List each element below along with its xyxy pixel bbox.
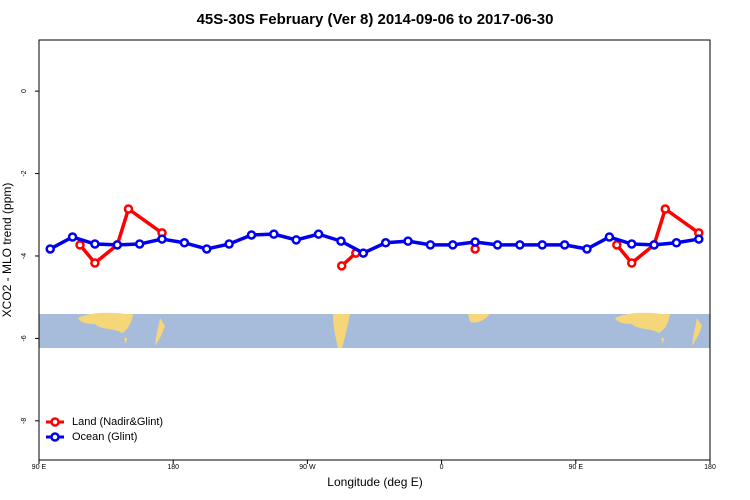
point bbox=[448, 240, 458, 250]
legend-label: Ocean (Glint) bbox=[72, 431, 137, 443]
y-tick-label: -2 bbox=[21, 170, 28, 176]
point bbox=[246, 230, 257, 240]
point bbox=[604, 232, 615, 242]
point bbox=[202, 244, 212, 254]
point bbox=[336, 261, 347, 271]
point bbox=[313, 229, 324, 239]
x-axis-label: Longitude (deg E) bbox=[327, 475, 422, 489]
point bbox=[75, 240, 85, 250]
point bbox=[90, 258, 100, 268]
point bbox=[671, 238, 682, 248]
point bbox=[425, 240, 436, 250]
point bbox=[179, 238, 190, 248]
point bbox=[626, 239, 637, 249]
point bbox=[157, 234, 167, 244]
legend-label: Land (Nadir&Glint) bbox=[72, 416, 163, 428]
x-tick-label: 180 bbox=[167, 464, 179, 471]
legend-marker bbox=[50, 417, 60, 427]
point bbox=[134, 239, 145, 249]
plot-frame bbox=[38, 39, 711, 461]
point bbox=[612, 240, 622, 250]
series-line bbox=[49, 232, 700, 255]
point bbox=[492, 240, 503, 250]
point bbox=[470, 237, 480, 247]
point bbox=[537, 240, 547, 250]
y-axis-label: XCO2 - MLO trend (ppm) bbox=[0, 183, 14, 318]
point bbox=[380, 238, 391, 248]
point bbox=[224, 239, 234, 249]
x-tick-label: 90 E bbox=[569, 464, 584, 471]
point bbox=[291, 235, 301, 245]
point bbox=[403, 236, 413, 246]
y-tick-label: -6 bbox=[21, 335, 28, 341]
point bbox=[90, 239, 100, 249]
point bbox=[559, 240, 570, 250]
y-tick-label: 0 bbox=[21, 89, 28, 93]
point bbox=[515, 240, 525, 250]
point bbox=[694, 234, 704, 244]
point bbox=[123, 204, 134, 214]
legend-marker bbox=[50, 432, 60, 442]
point bbox=[660, 204, 671, 214]
y-tick-label: -4 bbox=[21, 253, 28, 259]
point bbox=[269, 229, 279, 239]
y-tick-label: -8 bbox=[21, 418, 28, 424]
x-tick-label: 90 W bbox=[299, 464, 316, 471]
x-tick-label: 180 bbox=[704, 464, 716, 471]
point bbox=[45, 244, 55, 254]
point bbox=[67, 232, 78, 242]
x-tick-label: 90 E bbox=[32, 464, 47, 471]
point bbox=[112, 240, 123, 250]
point bbox=[358, 248, 369, 258]
point bbox=[649, 240, 659, 250]
point bbox=[582, 244, 592, 254]
point bbox=[626, 258, 637, 268]
chart-title: 45S-30S February (Ver 8) 2014-09-06 to 2… bbox=[197, 11, 554, 28]
point bbox=[336, 236, 346, 246]
x-tick-label: 0 bbox=[440, 464, 444, 471]
map-band bbox=[39, 312, 710, 348]
